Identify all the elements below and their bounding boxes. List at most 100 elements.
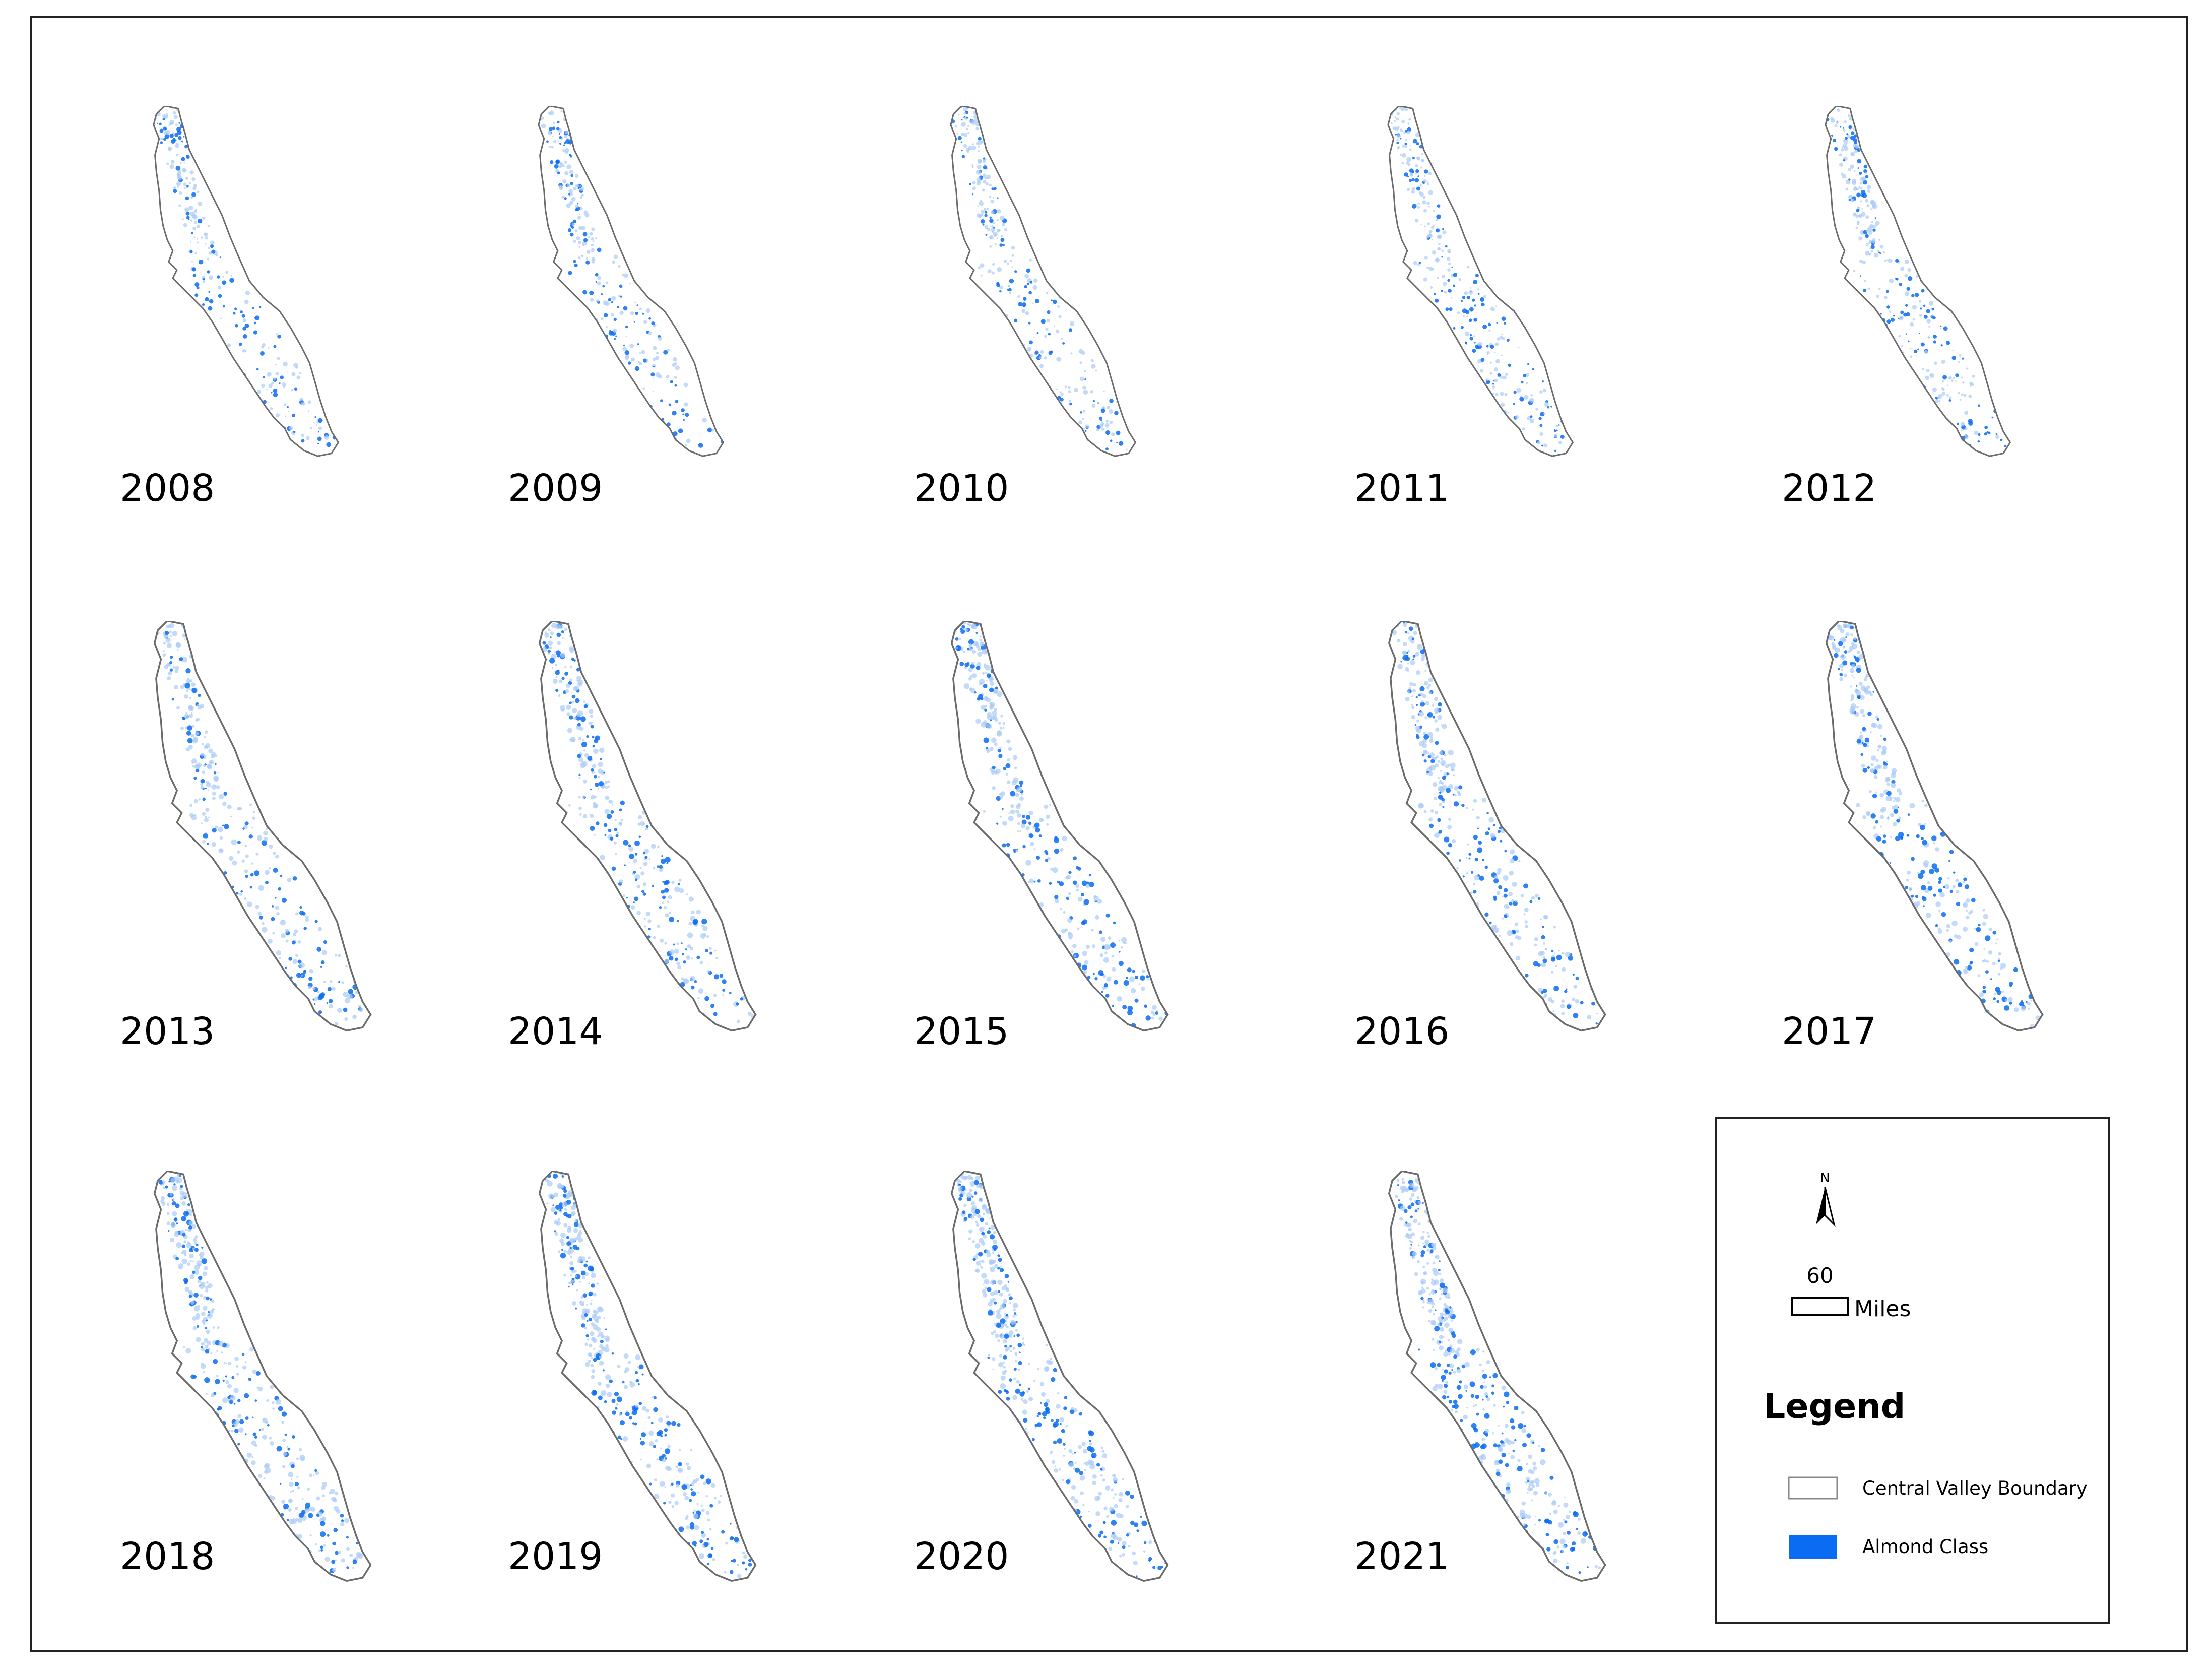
almond-patch (985, 746, 988, 749)
almond-patch (539, 1165, 543, 1169)
almond-patch (1907, 813, 1910, 816)
almond-patch (627, 361, 631, 365)
almond-patch (299, 1448, 302, 1451)
almond-patch (1122, 1541, 1127, 1546)
almond-patch (1419, 184, 1422, 187)
almond-patch (279, 382, 281, 384)
almond-patch (632, 1422, 635, 1425)
almond-patch (1857, 206, 1860, 209)
almond-patch (1007, 288, 1009, 291)
almond-patch (1846, 133, 1849, 136)
almond-patch (574, 174, 579, 178)
almond-patch (586, 735, 589, 738)
almond-patch (1988, 950, 1993, 955)
almond-patch (1470, 287, 1472, 289)
almond-patch (192, 1270, 196, 1274)
almond-patch (170, 1177, 176, 1183)
almond-patch (637, 361, 640, 363)
almond-patch (346, 1547, 350, 1551)
almond-patch (200, 786, 204, 790)
almond-patch (1539, 390, 1543, 394)
almond-patch (619, 310, 624, 315)
almond-patch (747, 1011, 752, 1016)
almond-patch (328, 999, 333, 1003)
almond-patch (276, 1446, 282, 1452)
almond-patch (713, 994, 717, 997)
almond-patch (225, 1375, 227, 1378)
almond-patch (244, 1393, 249, 1398)
almond-patch (975, 718, 981, 724)
almond-patch (275, 1399, 281, 1405)
almond-patch (1566, 1004, 1571, 1009)
almond-patch (211, 1299, 215, 1303)
almond-patch (634, 874, 640, 880)
almond-patch (1012, 1315, 1015, 1318)
almond-patch (1419, 1291, 1422, 1294)
almond-patch (194, 1235, 198, 1239)
almond-patch (1448, 289, 1452, 293)
almond-patch (1082, 1449, 1087, 1454)
almond-patch (992, 1251, 995, 1254)
almond-patch (610, 836, 614, 841)
almond-patch (1114, 1493, 1117, 1496)
almond-patch (175, 1203, 180, 1208)
almond-patch (1429, 739, 1434, 743)
almond-patch (1540, 918, 1542, 921)
almond-patch (990, 1225, 995, 1230)
almond-patch (1439, 1297, 1442, 1300)
almond-patch (317, 991, 320, 993)
almond-patch (266, 1399, 269, 1402)
almond-patch (1878, 238, 1881, 241)
almond-patch (170, 1238, 175, 1243)
almond-patch (1453, 273, 1458, 277)
almond-patch (1472, 349, 1476, 353)
almond-patch (1854, 150, 1858, 153)
valley-map (153, 1171, 372, 1582)
almond-patch (1038, 356, 1042, 359)
almond-patch (578, 806, 582, 810)
almond-patch (1560, 434, 1565, 439)
almond-patch (572, 1283, 574, 1285)
almond-patch (555, 676, 558, 678)
almond-patch (233, 1403, 236, 1405)
almond-patch (1941, 912, 1946, 917)
almond-patch (259, 915, 263, 920)
almond-patch (982, 672, 985, 675)
almond-patch (1966, 915, 1970, 920)
almond-patch (966, 648, 970, 651)
almond-patch (1052, 299, 1057, 304)
valley-map (1387, 106, 1574, 457)
almond-patch (1111, 954, 1115, 958)
almond-patch (1084, 1469, 1086, 1471)
almond-patch (1019, 785, 1022, 788)
almond-patch (160, 1171, 165, 1172)
almond-patch (603, 1317, 605, 1319)
almond-patch (1917, 872, 1920, 874)
almond-patch (215, 825, 219, 829)
almond-patch (581, 254, 583, 257)
almond-patch (581, 741, 588, 748)
almond-patch (1438, 777, 1440, 779)
almond-patch (1047, 857, 1051, 861)
almond-patch (280, 375, 284, 379)
almond-patch (578, 737, 582, 740)
almond-patch (203, 1322, 206, 1325)
almond-patch (1542, 958, 1547, 963)
almond-patch (197, 704, 199, 706)
almond-patch (1838, 641, 1843, 646)
almond-patch (1036, 1415, 1039, 1417)
almond-patch (273, 868, 278, 873)
almond-patch (225, 271, 229, 274)
almond-patch (1895, 797, 1901, 803)
almond-patch (1469, 307, 1474, 312)
almond-patch (194, 293, 199, 297)
almond-patch (1830, 117, 1834, 121)
almond-patch (1420, 1250, 1425, 1255)
almond-patch (1526, 1514, 1531, 1519)
almond-patch (549, 646, 552, 650)
almond-patch (1941, 388, 1945, 391)
almond-patch (296, 375, 301, 380)
almond-patch (1413, 631, 1417, 635)
almond-patch (1502, 918, 1504, 920)
almond-patch (634, 896, 639, 901)
